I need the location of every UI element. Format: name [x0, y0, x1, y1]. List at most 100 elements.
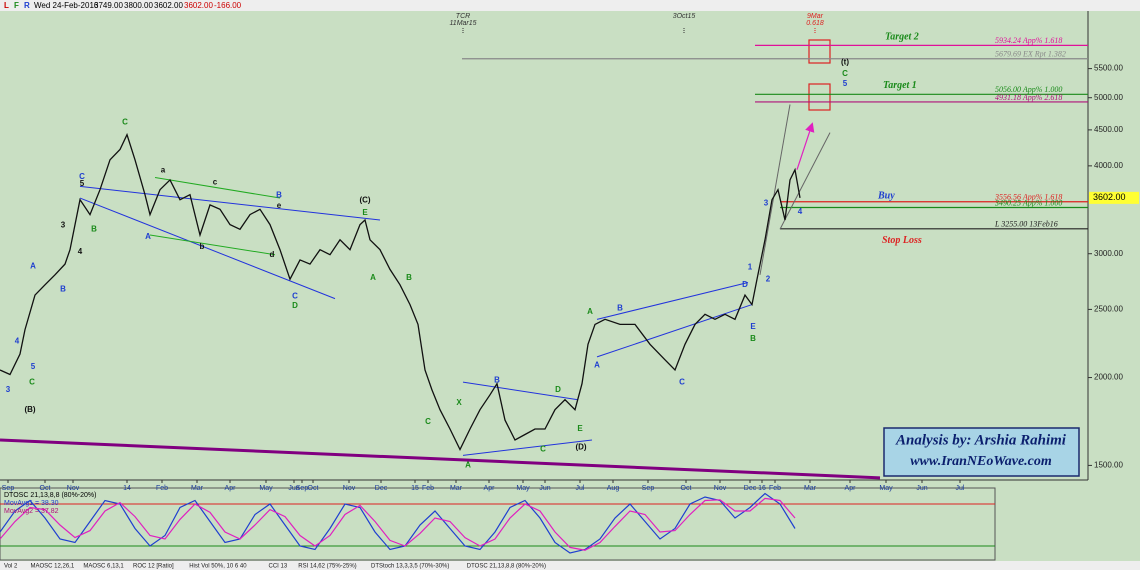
x-tick-label: Apr — [225, 485, 237, 492]
wave-label: A — [594, 361, 600, 370]
wave-label: A — [370, 273, 376, 282]
y-tick-label: 5500.00 — [1094, 64, 1123, 73]
y-tick-label: 3000.00 — [1094, 249, 1123, 258]
credit-site: www.IranNEoWave.com — [910, 454, 1052, 469]
header-item: F — [14, 1, 19, 10]
header-bar — [0, 0, 1140, 11]
wave-label: C — [29, 377, 35, 386]
wave-label: D — [742, 280, 748, 289]
wave-label: C — [79, 172, 85, 181]
top-label: TCR — [456, 13, 470, 20]
x-tick-label: Apr — [845, 485, 857, 492]
wave-label: B — [60, 284, 66, 293]
x-tick-label: Oct — [681, 485, 692, 492]
trendline — [79, 185, 381, 221]
credit-box — [883, 427, 1080, 477]
x-tick-label: Sep — [296, 485, 309, 492]
x-tick-label: Nov — [714, 485, 727, 492]
wave-label: 3 — [61, 221, 66, 230]
level-label: L 3255.00 13Feb16 — [994, 220, 1058, 229]
wave-label: 3 — [6, 385, 11, 394]
header-item: R — [24, 1, 30, 10]
x-tick-label: Nov — [67, 485, 80, 492]
trendline — [149, 234, 276, 256]
wave-label: 2 — [766, 274, 771, 283]
indicator-tab[interactable]: MAOSC 6,13,1 — [83, 564, 124, 570]
indicator-tab[interactable]: RSI 14,62 (75%-25%) — [298, 564, 356, 570]
wave-label: E — [577, 424, 583, 433]
x-tick-label: Jun — [539, 485, 550, 492]
header-item: Wed 24-Feb-2016 — [34, 1, 99, 10]
x-tick-label: May — [259, 485, 273, 492]
wave-label: 4 — [78, 247, 83, 256]
header-item: 3602.00 — [184, 1, 213, 10]
indicator-tab[interactable]: Hist Vol 50%, 10 6 40 — [189, 564, 247, 570]
wave-label: d — [270, 250, 275, 259]
wave-label: B — [494, 376, 500, 385]
indicator-tab[interactable]: MAOSC 12,26,1 — [31, 564, 75, 570]
x-tick-label: Nov — [343, 485, 356, 492]
callout: Target 2 — [885, 31, 919, 42]
wave-label: B — [617, 303, 623, 312]
x-tick-label: Feb — [156, 485, 168, 492]
wave-label: C — [540, 445, 546, 454]
indicator-tab[interactable]: CCI 13 — [269, 564, 288, 570]
top-label: 11Mar15 — [449, 20, 476, 27]
wave-label: D — [292, 301, 298, 310]
osc-legend: MovAvg1 = 38.30 — [4, 500, 59, 507]
trendline — [154, 177, 281, 199]
top-label: 9Mar — [807, 13, 824, 20]
wave-label: 1 — [748, 262, 753, 271]
top-label: 3Oct15 — [673, 13, 696, 20]
y-tick-label: 2000.00 — [1094, 373, 1123, 382]
level-label: 5056.00 App% 1.000 — [995, 85, 1062, 94]
x-tick-label: Dec — [744, 485, 757, 492]
x-tick-label: 15 — [411, 485, 419, 492]
x-tick-label: 16 — [758, 485, 766, 492]
x-tick-label: Jun — [916, 485, 927, 492]
indicator-tab[interactable]: DTStoch 13,3,3,5 (70%-30%) — [371, 564, 449, 570]
x-tick-label: May — [879, 485, 893, 492]
x-tick-label: 14 — [123, 485, 131, 492]
wave-label: 5 — [80, 179, 85, 188]
wave-label: D — [555, 385, 561, 394]
indicator-tab[interactable]: DTOSC 21,13,8,8 (80%-20%) — [467, 564, 546, 570]
wave-label: E — [362, 208, 368, 217]
x-tick-label: Aug — [607, 485, 620, 492]
tab-bar — [0, 561, 1140, 570]
level-label: 3556.56 App% 1.618 — [994, 193, 1062, 202]
x-tick-label: Dec — [375, 485, 388, 492]
credit-author: Analysis by: Arshia Rahimi — [895, 432, 1067, 448]
x-tick-label: Mar — [804, 485, 817, 492]
indicator-tab[interactable]: ROC 12 [Ratio] — [133, 564, 174, 570]
wave-label: C — [679, 377, 685, 386]
header-item: 3800.00 — [124, 1, 153, 10]
y-tick-label: 2500.00 — [1094, 305, 1123, 314]
wave-label: 5 — [31, 362, 36, 371]
x-tick-label: Sep — [2, 485, 15, 492]
header-item: L — [4, 1, 9, 10]
wave-label: A — [587, 307, 593, 316]
x-tick-label: Oct — [308, 485, 319, 492]
wave-label: B — [750, 334, 756, 343]
wave-label: (C) — [359, 196, 370, 205]
callout: Stop Loss — [882, 235, 922, 246]
trendline — [0, 438, 881, 480]
osc-legend: MovAvg2 = 37.82 — [4, 508, 59, 515]
osc-line — [0, 497, 796, 551]
x-tick-label: Sep — [642, 485, 655, 492]
trendline — [79, 197, 336, 300]
wave-label: B — [276, 191, 282, 200]
wave-label: 5 — [843, 79, 848, 88]
price-line — [0, 132, 801, 451]
level-label: 4931.18 App% 2.618 — [995, 93, 1062, 102]
callout: Buy — [877, 191, 895, 202]
y-tick-label: 4500.00 — [1094, 125, 1123, 134]
last-price-label: 3602.00 — [1093, 192, 1126, 202]
wave-label: c — [213, 177, 218, 186]
x-tick-label: Oct — [40, 485, 51, 492]
indicator-tab[interactable]: Vol 2 — [4, 564, 18, 570]
oscillator-frame — [0, 487, 996, 561]
wave-label: X — [456, 398, 462, 407]
